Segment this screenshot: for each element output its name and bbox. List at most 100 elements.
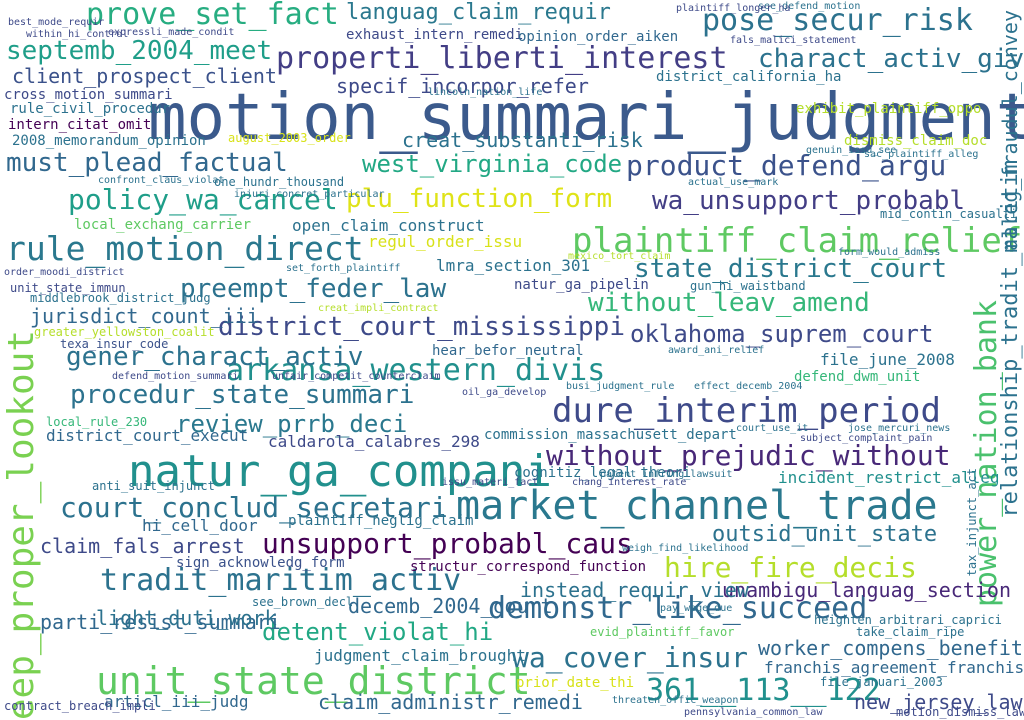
- word: one_hundr_thousand: [214, 175, 345, 189]
- word: client_prospect_client: [12, 64, 277, 88]
- word: market_channel_trade: [456, 483, 938, 529]
- word: open_claim_construct: [292, 216, 485, 235]
- word: effect_decemb_2004: [694, 381, 803, 392]
- word: pay_wage_due: [660, 603, 733, 614]
- word: court_use_it: [736, 423, 809, 434]
- word: intern_citat_omit: [8, 117, 152, 133]
- word: texa_insur_code: [60, 337, 169, 351]
- word: tradit_maritim_activ: [100, 563, 462, 598]
- word: jose_mercuri_news: [848, 423, 951, 434]
- word: instead_requir_view: [520, 578, 749, 602]
- word: actual_use_mark: [688, 177, 779, 188]
- word: judgment_claim_brought: [314, 646, 526, 665]
- word: demonstr_like_succeed: [488, 591, 868, 626]
- word: anti_suit_injunct: [92, 479, 215, 493]
- word: patent_infring_lawsuit: [600, 469, 733, 480]
- word: incident_restrict_alleg: [778, 468, 1000, 487]
- word: august_2003_order: [228, 131, 351, 145]
- word: defend_motion_summari: [112, 371, 239, 382]
- word: commission_massachusett_depart: [484, 427, 737, 443]
- word: district_california_ha: [656, 69, 842, 85]
- word: opinion_order_aiken: [518, 29, 679, 45]
- word: west_virginia_code: [362, 150, 623, 178]
- word: file_june_2008: [820, 350, 955, 369]
- word: state_district_court: [634, 254, 948, 284]
- word: pennsylvania_common_law: [684, 707, 823, 718]
- word: confront_claus_violat: [98, 175, 225, 186]
- word: motion_summari_judgment: [148, 81, 1024, 155]
- word: take_claim_ripe: [856, 625, 965, 639]
- word: properti_liberti_interest: [276, 41, 728, 76]
- word: plu_function_form: [346, 184, 613, 214]
- word: wa_cover_insur: [512, 641, 749, 674]
- word: product_defend_argu: [626, 149, 947, 182]
- word: within_hi_control: [26, 29, 129, 40]
- word: hire_fire_decis: [664, 551, 917, 584]
- word: languag_claim_requir: [346, 0, 611, 25]
- word: sign_acknowledg_form: [176, 555, 345, 571]
- word: review_prrb_deci: [176, 410, 408, 438]
- word: defend_dwm_unit: [794, 369, 921, 385]
- word: expressli_made_condit: [108, 27, 235, 38]
- word: decemb_2004_court: [348, 594, 553, 618]
- word: arkansa_western_divis: [226, 353, 606, 388]
- word: franchis_agreement_franchis: [764, 658, 1024, 677]
- word: chang_interest_rate: [572, 477, 687, 488]
- word: middlebrook_district_judg: [30, 291, 211, 305]
- word: file_januari_2003: [820, 675, 943, 689]
- word: plaintiff_claim_relief: [572, 221, 1023, 261]
- word: cognitiz_legal_theori: [514, 465, 692, 481]
- word: issu_materi_fact: [442, 477, 539, 488]
- word: hear_befor_neutral: [432, 343, 584, 359]
- word: claim_administr_remedi: [318, 690, 583, 714]
- word: subject_complaint_pain: [800, 433, 933, 444]
- word: rule_motion_direct: [6, 229, 364, 268]
- word: see_defend_motion: [758, 1, 861, 12]
- word: rule_civil_procedur: [10, 101, 171, 117]
- word: lmra_section_301: [436, 256, 591, 275]
- word: weigh_find_likelihood: [622, 543, 749, 554]
- word: form_would_admiss: [838, 247, 941, 258]
- word: prior_date_thi: [516, 675, 635, 691]
- word: oil_ga_develop: [462, 387, 547, 398]
- word: unambigu_languag_section: [722, 578, 1011, 602]
- word: exhibit_plaintiff_oppo: [796, 101, 982, 117]
- word: must_plead_factual: [6, 148, 288, 178]
- word: mid_contin_casualti: [880, 207, 1018, 221]
- word: worker_compens_benefit: [758, 636, 1023, 660]
- word: detent_violat_hi: [262, 618, 494, 646]
- word: claim_fals_arrest: [40, 534, 245, 558]
- word: cross_motion_summari: [4, 87, 173, 103]
- word: wa_unsupport_probabl: [652, 186, 966, 216]
- word: lincoln_nation_life: [428, 87, 543, 98]
- word: policy_wa_cancel: [68, 183, 338, 216]
- word: plaintiff_longer_ha: [676, 3, 791, 14]
- word: heighten_arbitrari_caprici: [814, 613, 1002, 627]
- word: charact_activ_give: [758, 44, 1024, 74]
- word: natur_ga_compani: [128, 446, 552, 497]
- word: septemb_2004_meet: [6, 36, 273, 66]
- word: procedur_state_summari: [70, 380, 415, 410]
- word: exhaust_intern_remedi: [346, 27, 524, 43]
- word: gener_charact_activ: [66, 342, 364, 372]
- word: dismiss_claim_doc: [844, 133, 988, 149]
- word: oklahoma_suprem_court: [630, 320, 934, 348]
- word: motion_dismiss_law: [896, 705, 1024, 719]
- word: award_ani_relief: [668, 345, 765, 356]
- word: evid_plaintiff_favor: [590, 625, 735, 639]
- word: 361__113__122: [646, 673, 881, 708]
- word: specif_incorpor_refer: [336, 74, 589, 98]
- word: local_exchang_carrier: [74, 217, 252, 233]
- word: new_jersey_law: [854, 690, 1023, 714]
- word: creat_impli_contract: [318, 303, 439, 314]
- word: tax_injunct_act: [965, 468, 979, 577]
- word: gun_hi_waistband: [690, 279, 806, 293]
- word: 2008_memorandum_opinion: [12, 133, 206, 149]
- word: prove_set_fact: [86, 0, 339, 32]
- word: order_moodi_district: [4, 267, 125, 278]
- word: dure_interim_period: [552, 391, 941, 431]
- word: district_court_mississippi: [218, 312, 625, 342]
- word: articl_iii_judg: [104, 692, 249, 711]
- word: light_duti_work: [96, 606, 277, 630]
- word: local_rule_230: [46, 415, 148, 429]
